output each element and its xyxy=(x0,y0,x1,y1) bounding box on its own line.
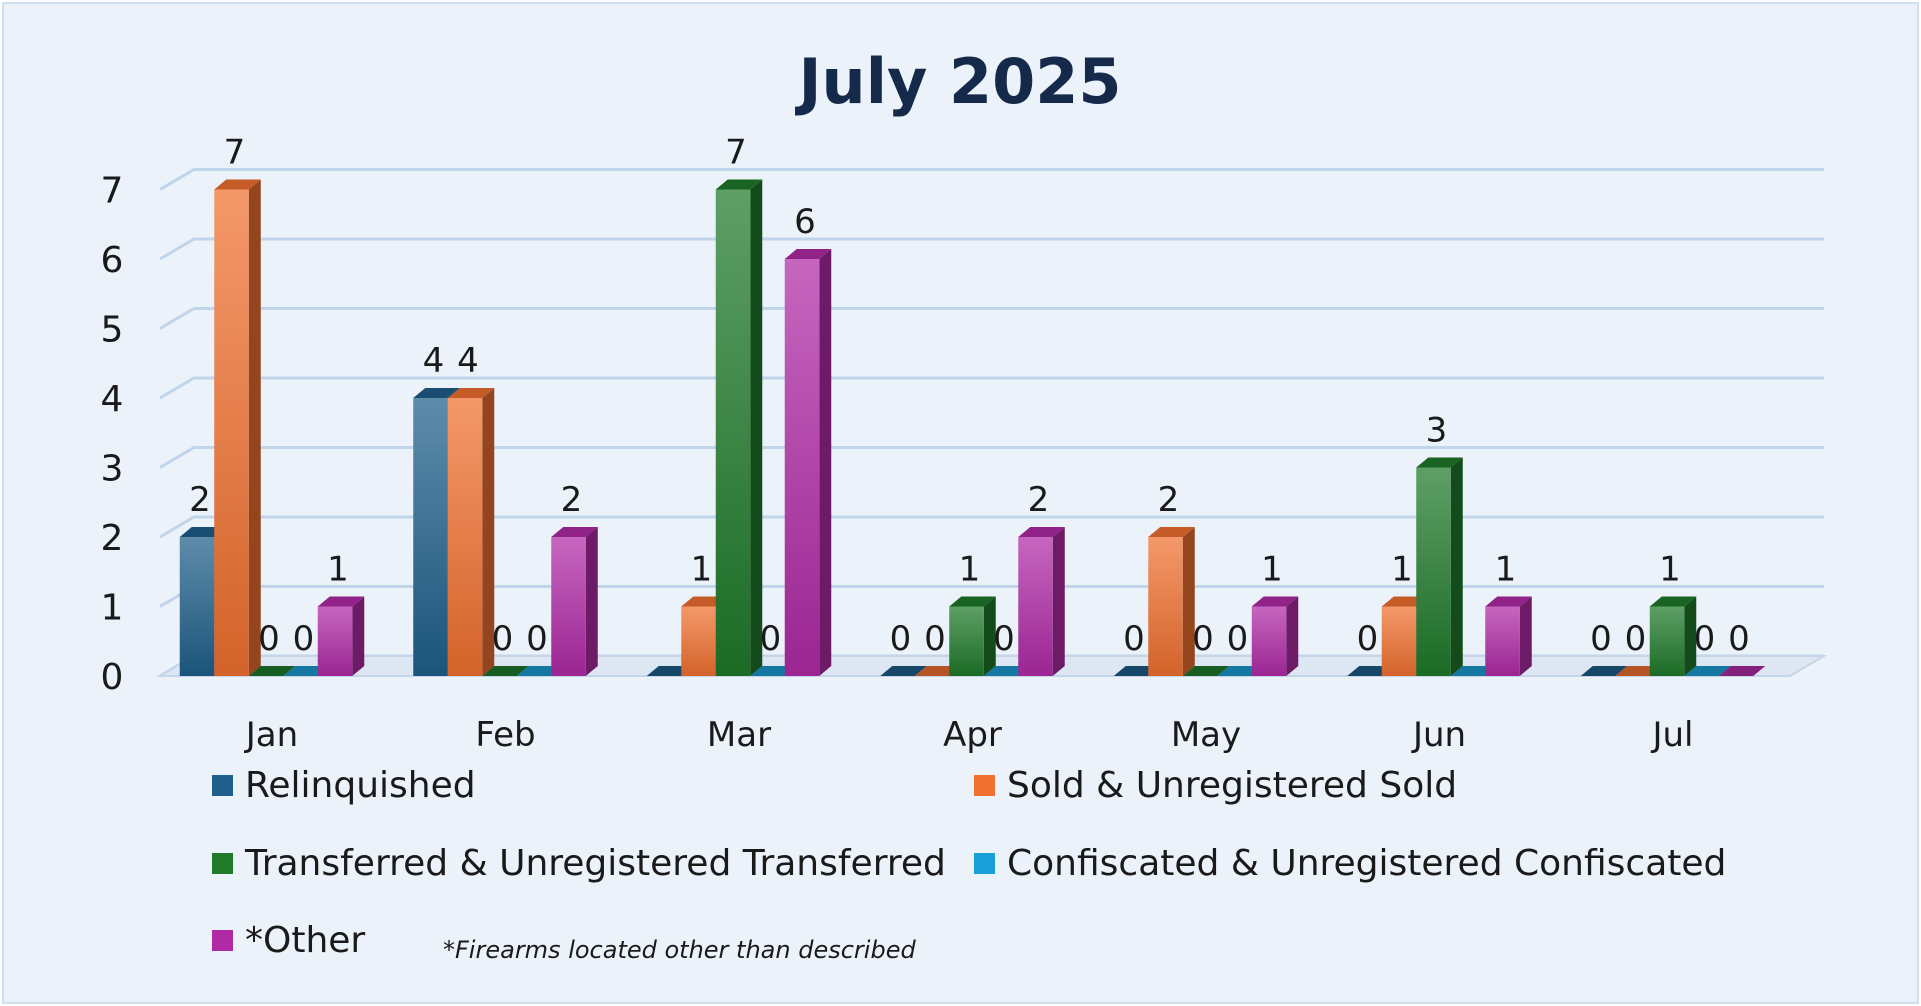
bar xyxy=(317,596,365,676)
data-label: 0 xyxy=(1590,619,1612,659)
data-label: 0 xyxy=(293,619,315,659)
data-label: 3 xyxy=(1426,411,1448,451)
bar xyxy=(1684,666,1731,676)
data-label: 0 xyxy=(258,619,280,659)
x-tick-label: May xyxy=(1171,715,1241,755)
bar xyxy=(784,249,832,676)
data-label: 4 xyxy=(423,341,445,381)
data-label: 4 xyxy=(457,341,479,381)
data-label: 7 xyxy=(224,133,246,173)
bar xyxy=(447,388,495,676)
x-tick-label: Jul xyxy=(1650,715,1693,755)
data-label: 2 xyxy=(561,480,583,520)
bar xyxy=(214,179,261,676)
y-tick-label: 1 xyxy=(101,588,124,629)
bar xyxy=(1182,666,1230,676)
data-label: 0 xyxy=(993,619,1015,659)
y-tick-label: 5 xyxy=(101,310,124,351)
data-label: 1 xyxy=(1261,550,1283,590)
y-tick-label: 3 xyxy=(101,449,124,490)
data-label: 0 xyxy=(1123,619,1145,659)
bar xyxy=(715,179,763,676)
y-tick-label: 0 xyxy=(101,657,124,698)
data-label: 0 xyxy=(526,619,548,659)
data-label: 7 xyxy=(725,133,747,173)
bar xyxy=(1718,666,1766,676)
data-label: 1 xyxy=(1495,550,1517,590)
data-label: 0 xyxy=(1192,619,1214,659)
chart-title: July 2025 xyxy=(794,45,1121,118)
bar xyxy=(880,666,927,676)
bar xyxy=(1649,596,1697,676)
data-label: 0 xyxy=(1625,619,1647,659)
data-label: 0 xyxy=(492,619,514,659)
data-label: 1 xyxy=(1659,550,1681,590)
x-tick-label: Feb xyxy=(475,715,535,755)
data-label: 2 xyxy=(1028,480,1050,520)
data-label: 0 xyxy=(890,619,912,659)
gridline xyxy=(159,515,1824,539)
bar xyxy=(482,666,529,676)
data-label: 2 xyxy=(1158,480,1180,520)
bar xyxy=(949,596,996,676)
gridline xyxy=(159,307,1824,330)
bar xyxy=(1580,666,1628,676)
y-tick-label: 4 xyxy=(101,379,124,420)
gridline xyxy=(159,376,1824,400)
data-label: 0 xyxy=(1357,619,1379,659)
y-tick-label: 7 xyxy=(101,171,124,212)
y-tick-label: 6 xyxy=(101,240,124,281)
data-label: 1 xyxy=(691,550,713,590)
data-label: 1 xyxy=(1391,550,1413,590)
data-label: 0 xyxy=(1728,619,1750,659)
data-label: 0 xyxy=(760,619,782,659)
bars xyxy=(179,179,1766,676)
data-label: 1 xyxy=(327,550,349,590)
bar xyxy=(248,666,296,676)
x-axis-ticks: Jan Feb Mar Apr May Jun Jul xyxy=(244,715,1694,755)
data-label: 6 xyxy=(794,202,816,242)
data-label: 0 xyxy=(1694,619,1716,659)
gridline xyxy=(159,446,1824,469)
bar xyxy=(1018,527,1065,676)
data-label: 0 xyxy=(1227,619,1249,659)
gridline xyxy=(159,237,1824,261)
x-tick-label: Mar xyxy=(707,715,771,755)
bar xyxy=(1148,527,1195,676)
data-label: 2 xyxy=(189,480,211,520)
gridline xyxy=(159,168,1824,191)
x-tick-label: Jun xyxy=(1411,715,1466,755)
bar xyxy=(551,527,598,676)
x-tick-label: Apr xyxy=(943,715,1002,755)
y-axis-ticks: 0 1 2 3 4 5 6 7 xyxy=(101,171,124,699)
y-tick-label: 2 xyxy=(101,518,124,559)
bar xyxy=(1485,596,1532,676)
bar xyxy=(1416,457,1463,676)
data-label: 1 xyxy=(959,550,981,590)
data-label: 0 xyxy=(924,619,946,659)
bar xyxy=(1251,596,1299,676)
x-tick-label: Jan xyxy=(244,715,298,755)
